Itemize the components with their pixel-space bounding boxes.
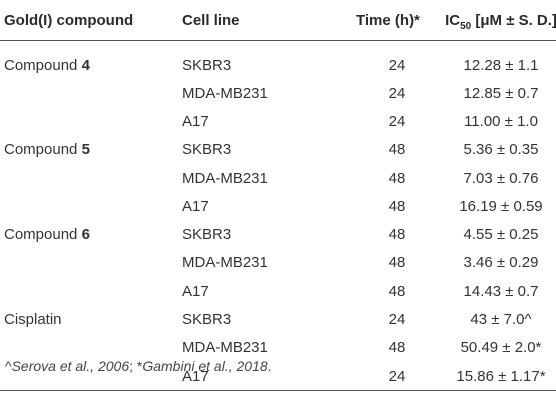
footnote-ref-serova: Serova et al., 2006 xyxy=(11,358,130,374)
compound-cell: Compound 6 xyxy=(0,220,182,248)
table-row: MDA-MB231 24 12.85 ± 0.7 xyxy=(0,79,556,107)
footnote-separator: ; * xyxy=(129,358,143,374)
table-row: A17 24 11.00 ± 1.0 xyxy=(0,107,556,135)
time-cell: 48 xyxy=(388,141,406,159)
table-row: MDA-MB231 48 7.03 ± 0.76 xyxy=(0,164,556,192)
header-compound: Gold(I) compound xyxy=(4,11,134,29)
cell-line-cell: MDA-MB231 xyxy=(182,254,268,272)
compound-number: 5 xyxy=(81,141,90,159)
header-ic50: IC50 [μM ± S. D.] xyxy=(442,0,556,41)
compound-cell: Compound 5 xyxy=(0,136,182,164)
compound-cell: Compound 4 xyxy=(0,41,182,80)
time-cell: 48 xyxy=(388,254,406,272)
cell-line-cell: A17 xyxy=(182,112,209,130)
ic50-cell: 43 ± 7.0^ xyxy=(470,311,532,329)
footnote-mark: ^ xyxy=(5,358,12,374)
ic50-cell: 4.55 ± 0.25 xyxy=(463,226,539,244)
table-body: Compound 4 SKBR3 24 12.28 ± 1.1 MDA-MB231 24 1… xyxy=(0,41,556,391)
time-cell: 48 xyxy=(388,226,406,244)
time-cell: 24 xyxy=(388,311,406,329)
compound-number: 6 xyxy=(81,226,90,244)
header-row: Gold(I) compound Cell line Time (h)* IC5… xyxy=(0,0,556,41)
time-cell: 24 xyxy=(388,84,406,102)
table-row: MDA-MB231 48 50.49 ± 2.0* xyxy=(0,334,556,362)
cell-line-cell: MDA-MB231 xyxy=(182,169,268,187)
ic50-cell: 16.19 ± 0.59 xyxy=(459,197,543,215)
cell-line-cell: SKBR3 xyxy=(182,311,232,329)
time-cell: 24 xyxy=(388,112,406,130)
header-ic50-suffix: [μM ± S. D.] xyxy=(471,11,556,29)
compound-number: 4 xyxy=(81,56,90,74)
cell-line-cell: SKBR3 xyxy=(182,226,232,244)
ic50-cell: 12.28 ± 1.1 xyxy=(463,56,539,74)
footnote: ^Serova et al., 2006; *Gambini et al., 2… xyxy=(5,358,272,374)
ic50-cell: 7.03 ± 0.76 xyxy=(463,169,539,187)
compound-name: Compound xyxy=(4,141,82,159)
time-cell: 24 xyxy=(388,367,406,385)
cell-line-cell: MDA-MB231 xyxy=(182,339,268,357)
ic50-cell: 50.49 ± 2.0* xyxy=(460,339,542,357)
time-cell: 48 xyxy=(388,197,406,215)
compound-cell xyxy=(0,277,182,305)
time-cell: 48 xyxy=(388,282,406,300)
compound-cell: Cisplatin xyxy=(0,305,182,333)
ic50-cell: 5.36 ± 0.35 xyxy=(463,141,539,159)
time-cell: 48 xyxy=(388,339,406,357)
cell-line-cell: A17 xyxy=(182,282,209,300)
ic50-cell: 12.85 ± 0.7 xyxy=(463,84,539,102)
compound-cell xyxy=(0,192,182,220)
table-row: MDA-MB231 48 3.46 ± 0.29 xyxy=(0,249,556,277)
table-row: Compound 6 SKBR3 48 4.55 ± 0.25 xyxy=(0,220,556,248)
time-cell: 24 xyxy=(388,56,406,74)
time-cell: 48 xyxy=(388,169,406,187)
cell-line-cell: A17 xyxy=(182,367,209,385)
compound-name: Cisplatin xyxy=(4,311,62,329)
header-time: Time (h)* xyxy=(356,11,420,29)
table-row: A17 48 14.43 ± 0.7 xyxy=(0,277,556,305)
header-ic50-sub: 50 xyxy=(460,20,472,32)
cell-line-cell: A17 xyxy=(182,197,209,215)
footnote-ref-gambini: Gambini et al., 2018 xyxy=(142,358,268,374)
compound-cell xyxy=(0,79,182,107)
cell-line-cell: SKBR3 xyxy=(182,141,232,159)
header-cell-line: Cell line xyxy=(182,11,240,29)
ic50-table: Gold(I) compound Cell line Time (h)* IC5… xyxy=(0,0,556,391)
compound-cell xyxy=(0,164,182,192)
table-row: A17 48 16.19 ± 0.59 xyxy=(0,192,556,220)
compound-cell xyxy=(0,249,182,277)
cell-line-cell: MDA-MB231 xyxy=(182,84,268,102)
cell-line-cell: SKBR3 xyxy=(182,56,232,74)
header-ic50-prefix: IC xyxy=(445,11,461,29)
ic50-cell: 14.43 ± 0.7 xyxy=(463,282,539,300)
ic50-table-container: Gold(I) compound Cell line Time (h)* IC5… xyxy=(0,0,556,391)
table-row: A17 24 15.86 ± 1.17* xyxy=(0,362,556,391)
table-row: Compound 4 SKBR3 24 12.28 ± 1.1 xyxy=(0,41,556,80)
table-row: Compound 5 SKBR3 48 5.36 ± 0.35 xyxy=(0,136,556,164)
ic50-cell: 15.86 ± 1.17* xyxy=(456,367,546,385)
footnote-end: . xyxy=(267,358,272,374)
ic50-cell: 3.46 ± 0.29 xyxy=(463,254,539,272)
compound-name: Compound xyxy=(4,226,82,244)
compound-name: Compound xyxy=(4,56,82,74)
compound-cell xyxy=(0,107,182,135)
table-row: Cisplatin SKBR3 24 43 ± 7.0^ xyxy=(0,305,556,333)
ic50-cell: 11.00 ± 1.0 xyxy=(464,112,538,130)
